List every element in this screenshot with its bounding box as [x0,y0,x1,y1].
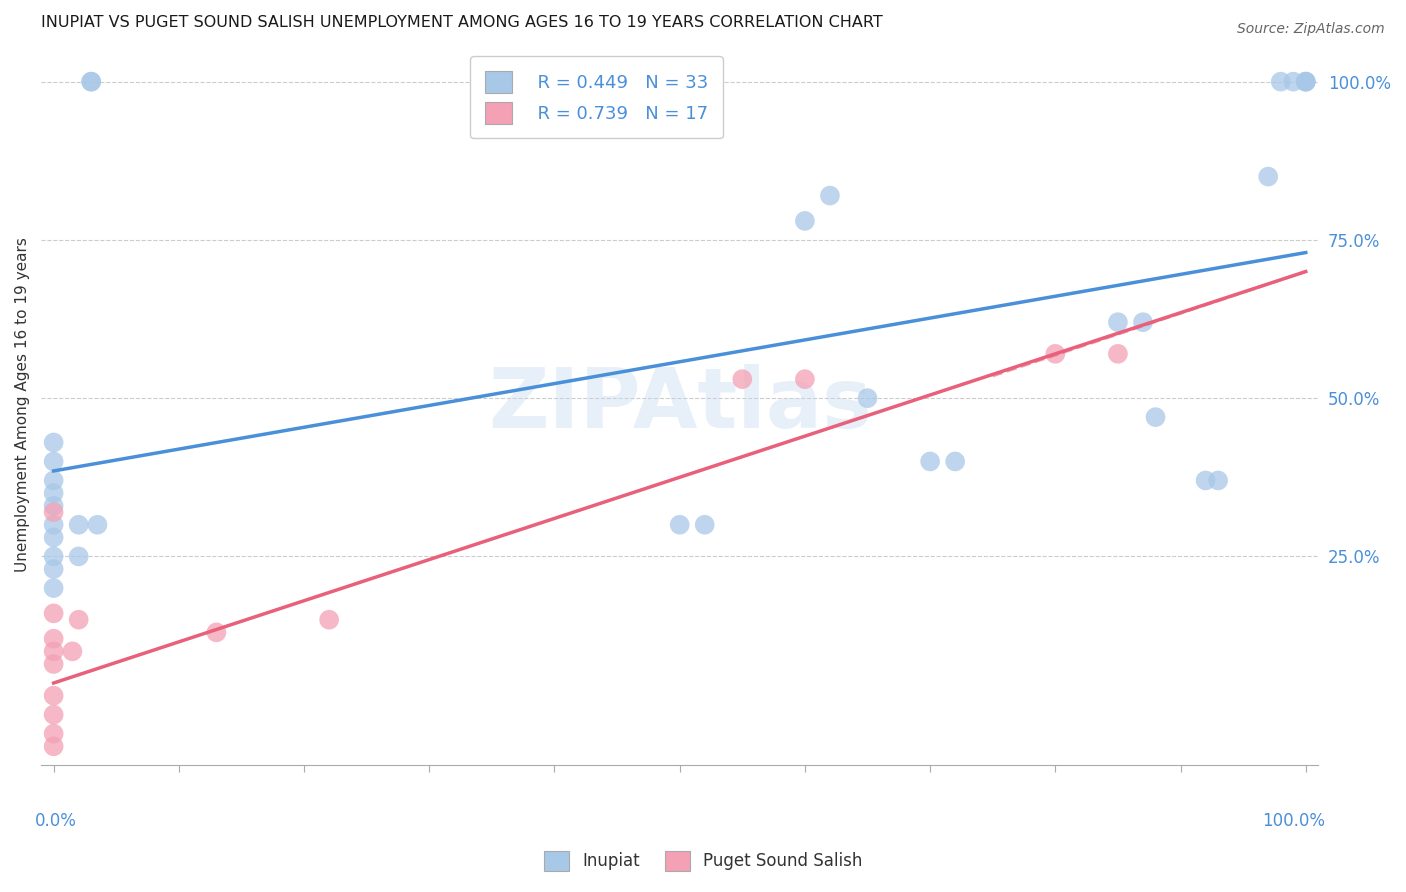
Point [1045,347,1067,361]
Point [1270,75,1292,89]
Point [1206,474,1229,488]
Point [1144,410,1167,425]
Point [42,454,65,468]
Point [818,188,841,202]
Point [42,657,65,671]
Point [1295,75,1317,89]
Text: 100.0%: 100.0% [1261,813,1324,830]
Point [793,214,815,228]
Point [42,517,65,532]
Point [42,644,65,658]
Point [42,689,65,703]
Point [1282,75,1305,89]
Point [668,517,690,532]
Point [731,372,754,386]
Point [1257,169,1279,184]
Point [943,454,966,468]
Point [42,549,65,564]
Point [1132,315,1154,329]
Point [793,372,815,386]
Legend:   R = 0.449   N = 33,   R = 0.739   N = 17: R = 0.449 N = 33, R = 0.739 N = 17 [471,56,723,138]
Point [86,517,108,532]
Point [42,499,65,513]
Point [42,562,65,576]
Text: Source: ZipAtlas.com: Source: ZipAtlas.com [1237,22,1385,37]
Point [693,517,716,532]
Point [67,613,90,627]
Point [42,530,65,544]
Point [80,75,103,89]
Point [205,625,228,640]
Point [856,391,879,405]
Point [42,435,65,450]
Point [42,632,65,646]
Text: INUPIAT VS PUGET SOUND SALISH UNEMPLOYMENT AMONG AGES 16 TO 19 YEARS CORRELATION: INUPIAT VS PUGET SOUND SALISH UNEMPLOYME… [41,15,883,30]
Text: ZIPAtlas: ZIPAtlas [488,364,872,445]
Point [42,707,65,722]
Point [42,474,65,488]
Legend: Inupiat, Puget Sound Salish: Inupiat, Puget Sound Salish [536,842,870,880]
Point [318,613,340,627]
Text: 0.0%: 0.0% [35,813,76,830]
Point [42,505,65,519]
Point [1107,347,1129,361]
Point [67,549,90,564]
Point [42,607,65,621]
Point [42,581,65,595]
Point [1295,75,1317,89]
Point [67,517,90,532]
Point [42,486,65,500]
Point [62,644,84,658]
Point [80,75,103,89]
Point [1194,474,1216,488]
Y-axis label: Unemployment Among Ages 16 to 19 years: Unemployment Among Ages 16 to 19 years [15,237,30,572]
Point [920,454,942,468]
Point [1107,315,1129,329]
Point [42,739,65,754]
Point [42,726,65,740]
Point [1295,75,1317,89]
